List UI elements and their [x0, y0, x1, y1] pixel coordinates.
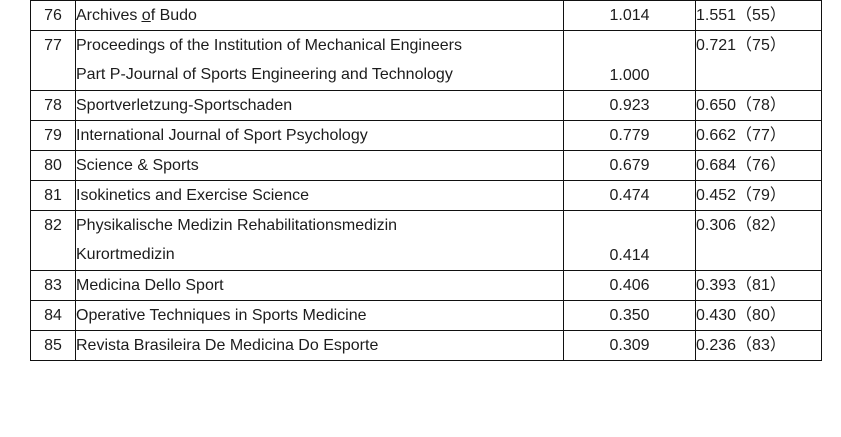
rank-cell: 85	[30, 330, 76, 361]
rank-cell: 81	[30, 180, 76, 211]
journal-cell: International Journal of Sport Psycholog…	[75, 120, 564, 151]
table-row: 84 Operative Techniques in Sports Medici…	[30, 300, 822, 331]
journal-name-line: Kurortmedizin	[76, 246, 175, 263]
value-with-rank-cell: 1.551（55）	[695, 0, 822, 31]
rank-cell: 83	[30, 270, 76, 301]
impact-factor-cell: 0.406	[563, 270, 696, 301]
journal-cell: Archives o̲f Budo	[75, 0, 564, 31]
journal-cell: Operative Techniques in Sports Medicine	[75, 300, 564, 331]
journal-cell: Isokinetics and Exercise Science	[75, 180, 564, 211]
table-row: 83 Medicina Dello Sport 0.406 0.393（81）	[30, 270, 822, 301]
journal-name-line: Proceedings of the Institution of Mechan…	[76, 37, 463, 54]
journal-cell: Proceedings of the Institution of Mechan…	[75, 30, 564, 91]
journal-cell: Revista Brasileira De Medicina Do Esport…	[75, 330, 564, 361]
value-with-rank-cell: 0.306（82）	[695, 210, 822, 271]
impact-factor-cell: 0.923	[563, 90, 696, 121]
journal-name-line: Physikalische Medizin Rehabilitationsmed…	[76, 217, 398, 234]
value-with-rank-cell: 0.662（77）	[695, 120, 822, 151]
rank-cell: 84	[30, 300, 76, 331]
value-with-rank-cell: 0.236（83）	[695, 330, 822, 361]
value-with-rank-cell: 0.650（78）	[695, 90, 822, 121]
table-row: 77 Proceedings of the Institution of Mec…	[30, 30, 822, 91]
impact-factor-cell: 0.350	[563, 300, 696, 331]
impact-factor-cell: 0.779	[563, 120, 696, 151]
journal-ranking-table: 76 Archives o̲f Budo 1.014 1.551（55） 77 …	[30, 0, 822, 361]
rank-cell: 79	[30, 120, 76, 151]
value-with-rank-cell: 0.684（76）	[695, 150, 822, 181]
impact-factor-cell: 0.309	[563, 330, 696, 361]
value-with-rank-cell: 0.393（81）	[695, 270, 822, 301]
value-with-rank-cell: 0.721（75）	[695, 30, 822, 91]
table-row: 85 Revista Brasileira De Medicina Do Esp…	[30, 330, 822, 361]
rank-cell: 80	[30, 150, 76, 181]
journal-cell: Physikalische Medizin Rehabilitationsmed…	[75, 210, 564, 271]
table-row: 78 Sportverletzung-Sportschaden 0.923 0.…	[30, 90, 822, 121]
impact-factor-cell: 0.414	[563, 210, 696, 271]
journal-cell: Sportverletzung-Sportschaden	[75, 90, 564, 121]
impact-factor-cell: 1.000	[563, 30, 696, 91]
table-row: 81 Isokinetics and Exercise Science 0.47…	[30, 180, 822, 211]
journal-cell: Medicina Dello Sport	[75, 270, 564, 301]
rank-cell: 78	[30, 90, 76, 121]
impact-factor-cell: 1.014	[563, 0, 696, 31]
table-row: 80 Science & Sports 0.679 0.684（76）	[30, 150, 822, 181]
value-with-rank-cell: 0.430（80）	[695, 300, 822, 331]
journal-cell: Science & Sports	[75, 150, 564, 181]
rank-cell: 82	[30, 210, 76, 271]
table-row: 79 International Journal of Sport Psycho…	[30, 120, 822, 151]
table-row: 76 Archives o̲f Budo 1.014 1.551（55）	[30, 0, 822, 31]
impact-factor-cell: 0.679	[563, 150, 696, 181]
value-with-rank-cell: 0.452（79）	[695, 180, 822, 211]
rank-cell: 77	[30, 30, 76, 91]
journal-name-line: Part P-Journal of Sports Engineering and…	[76, 66, 453, 83]
table-row: 82 Physikalische Medizin Rehabilitations…	[30, 210, 822, 271]
rank-cell: 76	[30, 0, 76, 31]
impact-factor-cell: 0.474	[563, 180, 696, 211]
